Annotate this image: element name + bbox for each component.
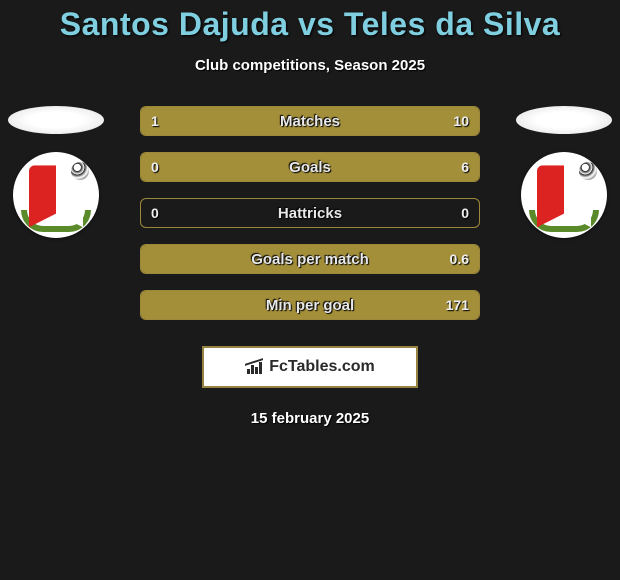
stat-row: 110Matches [140,106,480,136]
right-team-ellipse [516,106,612,134]
stat-label: Goals per match [141,245,479,273]
left-team-crest [13,152,99,238]
subtitle: Club competitions, Season 2025 [0,57,620,74]
stat-row: 00Hattricks [140,198,480,228]
stat-label: Matches [141,107,479,135]
right-team-crest [521,152,607,238]
stat-label: Hattricks [141,199,479,227]
stat-label: Goals [141,153,479,181]
left-team-ellipse [8,106,104,134]
player-right-name: Teles da Silva [344,6,560,42]
page-title: Santos Dajuda vs Teles da Silva [0,6,620,43]
stats-list: 110Matches 06Goals 00Hattricks 0.6Goals per… [140,106,480,320]
player-left-name: Santos Dajuda [60,6,289,42]
brand-text: FcTables.com [269,358,375,376]
date-text: 15 february 2025 [0,410,620,427]
brand-box: FcTables.com [202,346,418,388]
stat-row: 0.6Goals per match [140,244,480,274]
right-badge-column [514,106,614,238]
left-badge-column [6,106,106,238]
stat-row: 171Min per goal [140,290,480,320]
comparison-card: Santos Dajuda vs Teles da Silva Club com… [0,0,620,580]
stat-label: Min per goal [141,291,479,319]
chart-icon [245,360,263,374]
content-area: 110Matches 06Goals 00Hattricks 0.6Goals per… [0,106,620,427]
stat-row: 06Goals [140,152,480,182]
vs-text: vs [289,6,344,42]
